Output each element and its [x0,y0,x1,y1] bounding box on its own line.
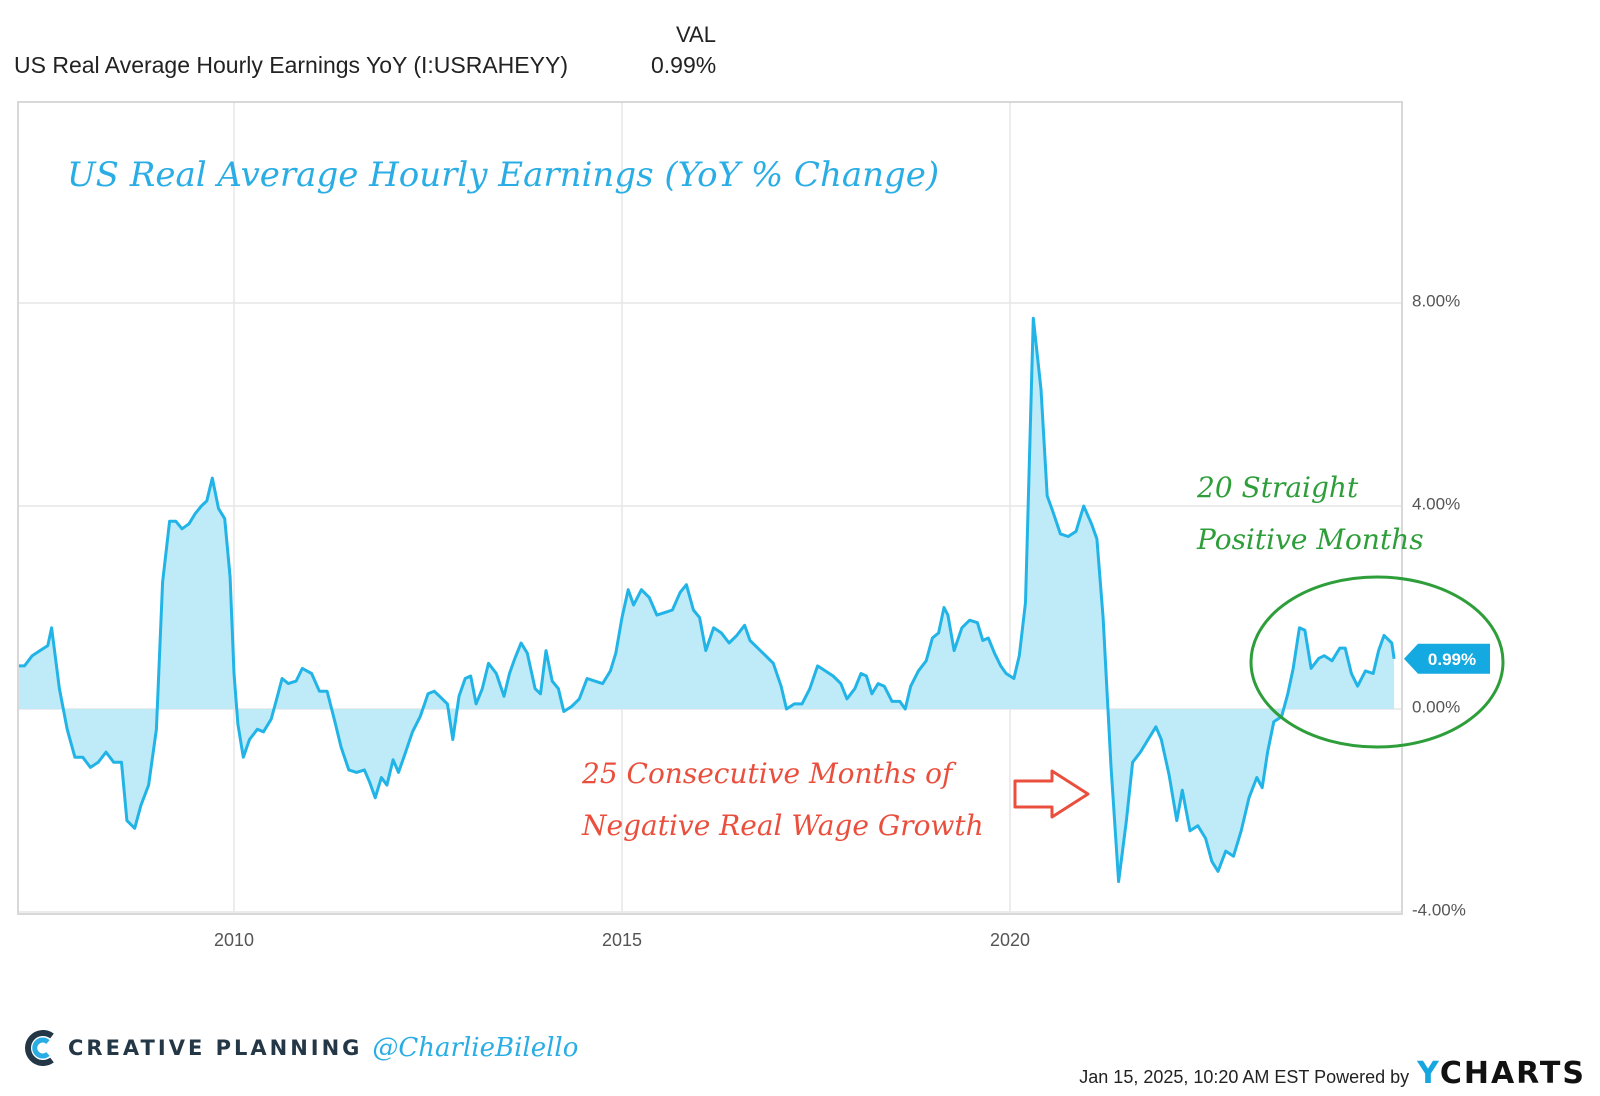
positive-annotation-line-1: 20 Straight [1196,471,1359,504]
plot-frame [17,101,1403,915]
x-tick-label: 2020 [990,930,1030,950]
last-value-badge: 0.99% [1404,643,1490,674]
ycharts-logo-text: CHARTS [1439,1056,1586,1091]
y-axis: 8.00% 4.00% 0.00% -4.00% [1412,291,1466,919]
negative-months-annotation: 25 Consecutive Months of Negative Real W… [581,757,1090,842]
y-tick-label: 8.00% [1412,291,1460,310]
twitter-handle[interactable]: @CharlieBilello [372,1033,579,1063]
ycharts-credit: Jan 15, 2025, 10:20 AM EST Powered by YC… [1079,1056,1586,1091]
y-tick-label: 0.00% [1412,697,1460,716]
creative-planning-logo-icon [25,1030,54,1066]
positive-months-annotation: 20 Straight Positive Months [1196,471,1505,749]
x-tick-label: 2010 [214,930,254,950]
positive-annotation-line-2: Positive Months [1196,523,1424,556]
series-value: 0.99% [651,52,717,78]
negative-annotation-line-1: 25 Consecutive Months of [581,757,957,790]
x-axis: 2010 2015 2020 [214,930,1030,950]
y-tick-label: 4.00% [1412,494,1460,513]
chart-title: US Real Average Hourly Earnings (YoY % C… [67,155,939,195]
value-column-header: VAL [676,22,716,47]
series-line [18,316,1396,883]
ycharts-logo-y: Y [1417,1056,1440,1091]
y-tick-label: -4.00% [1412,900,1466,919]
last-value-badge-text: 0.99% [1428,650,1476,669]
timestamp: Jan 15, 2025, 10:20 AM EST Powered by [1079,1067,1410,1087]
chart: 8.00% 4.00% 0.00% -4.00% 2010 2015 2020 US Re… [17,101,1505,950]
negative-annotation-line-2: Negative Real Wage Growth [581,809,984,842]
creative-planning-brand: CREATIVE PLANNING @CharlieBilello [24,1030,578,1066]
x-tick-label: 2015 [602,930,642,950]
series-area [18,318,1395,882]
brand-name: CREATIVE PLANNING [68,1036,363,1060]
ycharts-logo[interactable]: YCHARTS [1417,1056,1586,1091]
last-value-badge-shape [1404,643,1490,674]
right-arrow-icon [1013,769,1090,819]
series-name[interactable]: US Real Average Hourly Earnings YoY (I:U… [14,52,568,78]
highlight-ellipse [1249,575,1505,749]
